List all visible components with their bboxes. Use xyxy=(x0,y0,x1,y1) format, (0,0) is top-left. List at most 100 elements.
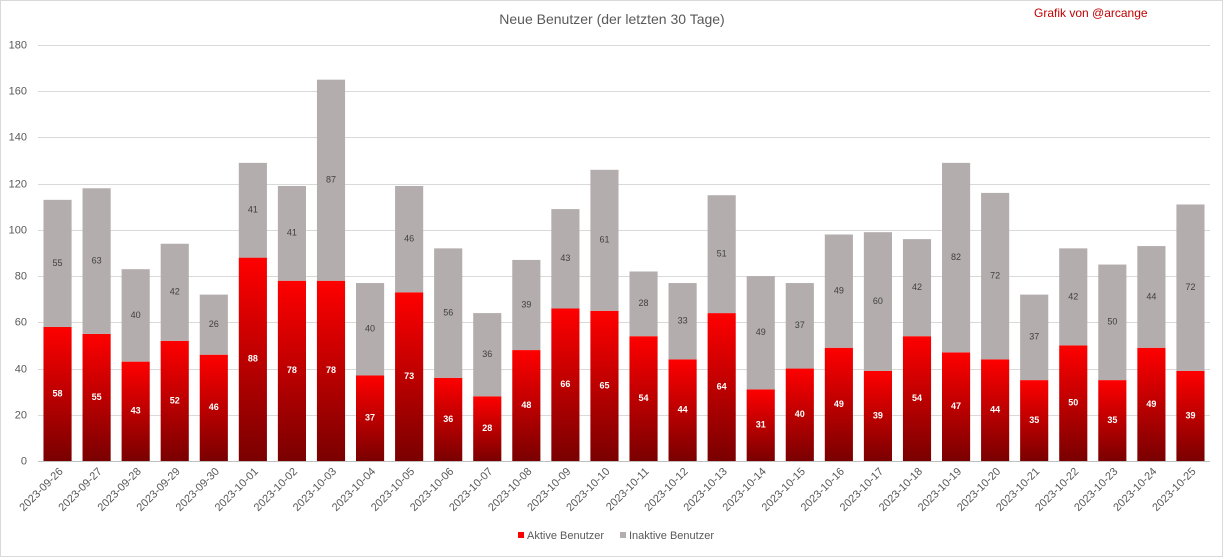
bar-active xyxy=(356,375,385,461)
bar-inactive xyxy=(199,294,228,355)
data-label-inactive: 82 xyxy=(951,252,961,262)
data-label-inactive: 33 xyxy=(678,316,688,326)
y-tick-label: 100 xyxy=(9,224,27,236)
data-label-active: 35 xyxy=(1107,415,1117,425)
bar-inactive xyxy=(473,313,502,397)
bar-inactive xyxy=(746,276,775,390)
bar-active xyxy=(824,347,853,461)
bar-active xyxy=(981,359,1010,461)
data-label-inactive: 36 xyxy=(482,349,492,359)
bar-inactive xyxy=(902,239,932,337)
data-label-active: 88 xyxy=(248,354,258,364)
data-label-inactive: 37 xyxy=(795,320,805,330)
data-label-inactive: 46 xyxy=(404,234,414,244)
data-label-inactive: 28 xyxy=(639,298,649,308)
legend-label-active: Aktive Benutzer xyxy=(527,530,604,542)
bar-active xyxy=(82,333,111,461)
legend-label-inactive: Inaktive Benutzer xyxy=(629,530,714,542)
bar-active xyxy=(121,361,150,461)
data-label-inactive: 40 xyxy=(131,310,141,320)
data-label-active: 37 xyxy=(365,413,375,423)
data-label-active: 46 xyxy=(209,402,219,412)
data-label-inactive: 39 xyxy=(521,299,531,309)
data-label-active: 78 xyxy=(287,365,297,375)
data-label-inactive: 50 xyxy=(1107,317,1117,327)
bar-inactive xyxy=(590,169,619,311)
bar-inactive xyxy=(160,243,189,341)
data-label-active: 28 xyxy=(482,423,492,433)
data-label-active: 73 xyxy=(404,371,414,381)
y-tick-label: 180 xyxy=(9,39,27,51)
data-label-inactive: 42 xyxy=(1068,291,1078,301)
data-label-active: 55 xyxy=(92,392,102,402)
bar-active xyxy=(277,280,306,461)
data-label-active: 49 xyxy=(834,399,844,409)
bar-active xyxy=(668,359,697,461)
data-label-inactive: 63 xyxy=(92,255,102,265)
data-label-inactive: 44 xyxy=(1146,291,1156,301)
bar-inactive xyxy=(981,192,1010,360)
data-label-active: 31 xyxy=(756,420,766,430)
bar-active xyxy=(395,292,424,461)
data-label-inactive: 61 xyxy=(599,235,609,245)
bar-inactive xyxy=(395,185,424,293)
legend-swatch-inactive xyxy=(620,532,626,538)
bar-active xyxy=(942,352,971,461)
bar-active xyxy=(238,257,267,461)
bar-active xyxy=(1059,345,1088,461)
data-label-active: 65 xyxy=(599,380,609,390)
data-label-active: 35 xyxy=(1029,415,1039,425)
bar-active xyxy=(1176,370,1205,461)
data-label-inactive: 55 xyxy=(53,258,63,268)
data-label-active: 50 xyxy=(1068,398,1078,408)
chart-title: Neue Benutzer (der letzten 30 Tage) xyxy=(499,11,724,27)
data-label-inactive: 40 xyxy=(365,324,375,334)
data-label-inactive: 51 xyxy=(717,249,727,259)
bar-active xyxy=(863,370,892,461)
bar-active xyxy=(1020,380,1049,461)
bar-active xyxy=(316,280,346,461)
data-label-active: 58 xyxy=(53,388,63,398)
data-labels: 58 55 55 63 43 40 52 42 46 26 88 41 78 41 78 87 37 40 73 46… xyxy=(53,175,1196,433)
legend-swatch-active xyxy=(518,532,524,538)
bars xyxy=(43,79,1205,461)
bar-inactive xyxy=(121,269,150,362)
data-label-inactive: 26 xyxy=(209,319,219,329)
data-label-active: 64 xyxy=(717,381,727,391)
data-label-active: 54 xyxy=(639,393,649,403)
data-label-active: 39 xyxy=(1185,410,1195,420)
y-tick-label: 40 xyxy=(15,363,27,375)
bar-inactive xyxy=(785,283,814,369)
bar-inactive xyxy=(1020,294,1049,381)
data-label-inactive: 60 xyxy=(873,296,883,306)
bar-inactive xyxy=(316,79,346,281)
bar-inactive xyxy=(824,234,853,348)
bar-inactive xyxy=(277,185,306,281)
y-axis-ticks: 0 20 40 60 80 100 120 140 160 180 xyxy=(9,39,27,467)
bar-active xyxy=(785,368,814,461)
data-label-inactive: 87 xyxy=(326,175,336,185)
bar-inactive xyxy=(1098,264,1127,381)
data-label-inactive: 49 xyxy=(834,286,844,296)
y-tick-label: 60 xyxy=(15,316,27,328)
bar-inactive xyxy=(942,162,971,353)
data-label-inactive: 37 xyxy=(1029,332,1039,342)
data-label-active: 47 xyxy=(951,401,961,411)
bar-inactive xyxy=(1059,248,1088,346)
bar-active xyxy=(199,354,228,461)
bar-inactive xyxy=(1176,204,1205,371)
bar-active xyxy=(902,336,932,461)
data-label-inactive: 72 xyxy=(990,270,1000,280)
bar-inactive xyxy=(707,195,736,314)
bar-inactive xyxy=(82,188,111,334)
data-label-active: 49 xyxy=(1146,399,1156,409)
bar-active xyxy=(551,308,580,461)
bar-active xyxy=(43,326,72,461)
bar-active xyxy=(473,396,502,461)
bar-inactive xyxy=(434,248,463,378)
data-label-active: 43 xyxy=(131,406,141,416)
bar-inactive xyxy=(512,259,541,351)
data-label-inactive: 42 xyxy=(170,287,180,297)
bar-active xyxy=(629,336,658,461)
